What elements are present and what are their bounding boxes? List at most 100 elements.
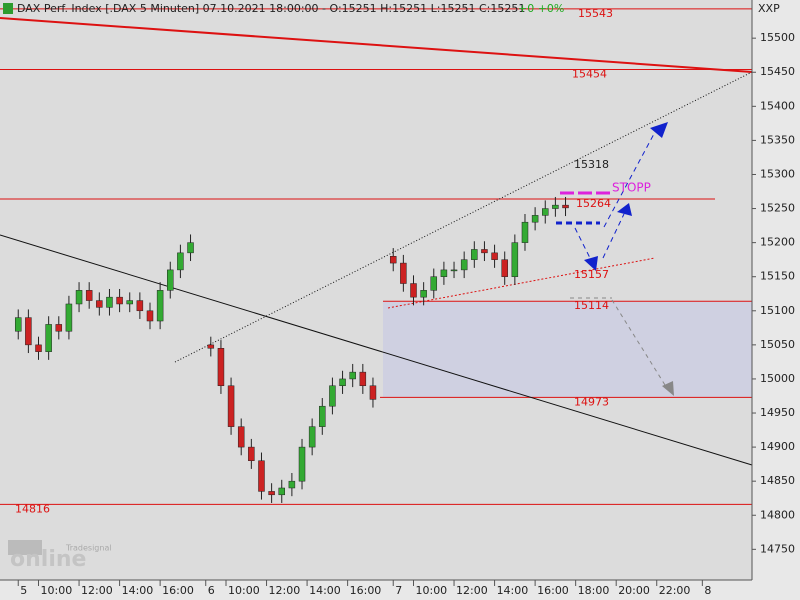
header-change: +0 +0% [518,2,564,15]
candle-body [308,426,316,448]
candle-body [410,283,417,298]
x-tick-label: 12:00 [81,584,113,597]
candle-body [217,348,225,387]
candle-body [25,317,32,346]
candle-body [116,296,123,305]
stop-label: STOPP [612,181,651,195]
candle-body [481,249,488,254]
candle-body [400,262,407,284]
candle-body [460,259,468,271]
candle-body [278,487,285,496]
arrow [611,299,666,386]
candle-body [167,269,174,291]
candle-body [177,252,184,271]
y-tick-label: 15300 [760,167,795,180]
candle-body [501,259,508,277]
candle-body [511,242,519,277]
y-tick-label: 15150 [760,270,795,283]
candle-body [35,344,42,352]
level-label: 15264 [576,197,611,210]
candle-body [14,317,22,332]
x-tick-label: 12:00 [269,584,301,597]
y-tick-label: 14750 [760,542,795,555]
levels: 15543 15454 15264 15114 14973 14816 [0,7,752,515]
x-tick-label: 14:00 [497,584,529,597]
candle-body [369,385,377,400]
candle-body [329,385,336,407]
x-tick-label: 7 [395,584,402,597]
candle-body [207,344,215,349]
candle-body [156,290,164,322]
candle-body [359,371,367,387]
trend-line [0,234,753,466]
candle-body [349,371,356,380]
level-label: 14816 [15,502,50,515]
y-tick-label: 14800 [760,508,795,521]
arrowhead [584,256,598,271]
arrowhead [650,122,668,138]
candle-body [562,204,569,209]
candle-body [136,300,144,312]
trend-line [387,257,656,309]
x-tick-label: 10:00 [415,584,447,597]
zone [383,301,752,397]
candle-body [227,385,235,427]
watermark: online [10,547,86,572]
x-tick-label: 16:00 [537,584,569,597]
candle-body [440,269,448,277]
candle-body [106,296,113,308]
x-tick-label: 8 [704,584,711,597]
candle-body [319,405,326,427]
y-tick-label: 15500 [760,31,795,44]
x-tick-label: 22:00 [659,584,691,597]
arrow [574,227,593,263]
y-tick-label: 15100 [760,304,795,317]
y-tick-label: 15000 [760,372,795,385]
drawings [556,122,674,396]
level-label: 15454 [572,68,607,81]
candle-body [288,480,296,489]
header-title: DAX Perf. Index [.DAX 5 Minuten] 07.10.2… [17,2,525,15]
candle-body [471,249,478,260]
y-tick-label: 14950 [760,406,795,419]
price-label: 15318 [574,158,609,171]
candle-body [389,256,397,264]
watermark-box [8,540,42,555]
candle-body [237,426,245,448]
level-label: 15114 [574,299,609,312]
candles [14,196,569,503]
candle-body [420,290,427,298]
candle-body [450,269,458,272]
plot-area [0,0,752,580]
candle-body [430,276,438,291]
trend-lines [0,17,753,466]
candle-body [85,290,93,301]
candle-body [552,204,559,209]
y-tick-label: 15200 [760,236,795,249]
x-tick-label: 16:00 [350,584,382,597]
symbol-code: XXP [758,2,780,15]
candle-body [542,208,549,216]
x-tick-label: 16:00 [162,584,194,597]
arrowhead [662,381,674,396]
icon [3,3,13,14]
level-label: 14973 [574,395,609,408]
x-tick-label: 10:00 [41,584,73,597]
x-tick-label: 6 [208,584,215,597]
y-tick-label: 15050 [760,338,795,351]
x-tick-label: 14:00 [309,584,341,597]
candle-body [521,221,529,243]
x-tick-label: 10:00 [228,584,260,597]
arrowhead [617,203,632,216]
price-label: 15157 [574,268,609,281]
candle-body [55,324,63,332]
x-tick-label: 12:00 [456,584,488,597]
y-tick-label: 15250 [760,202,795,215]
watermark-brand: Tradesignal [65,544,112,553]
candle-body [126,300,133,305]
x-tick-label: 14:00 [122,584,154,597]
candle-body [75,290,83,305]
y-tick-label: 14850 [760,474,795,487]
x-tick-label: 5 [20,584,27,597]
